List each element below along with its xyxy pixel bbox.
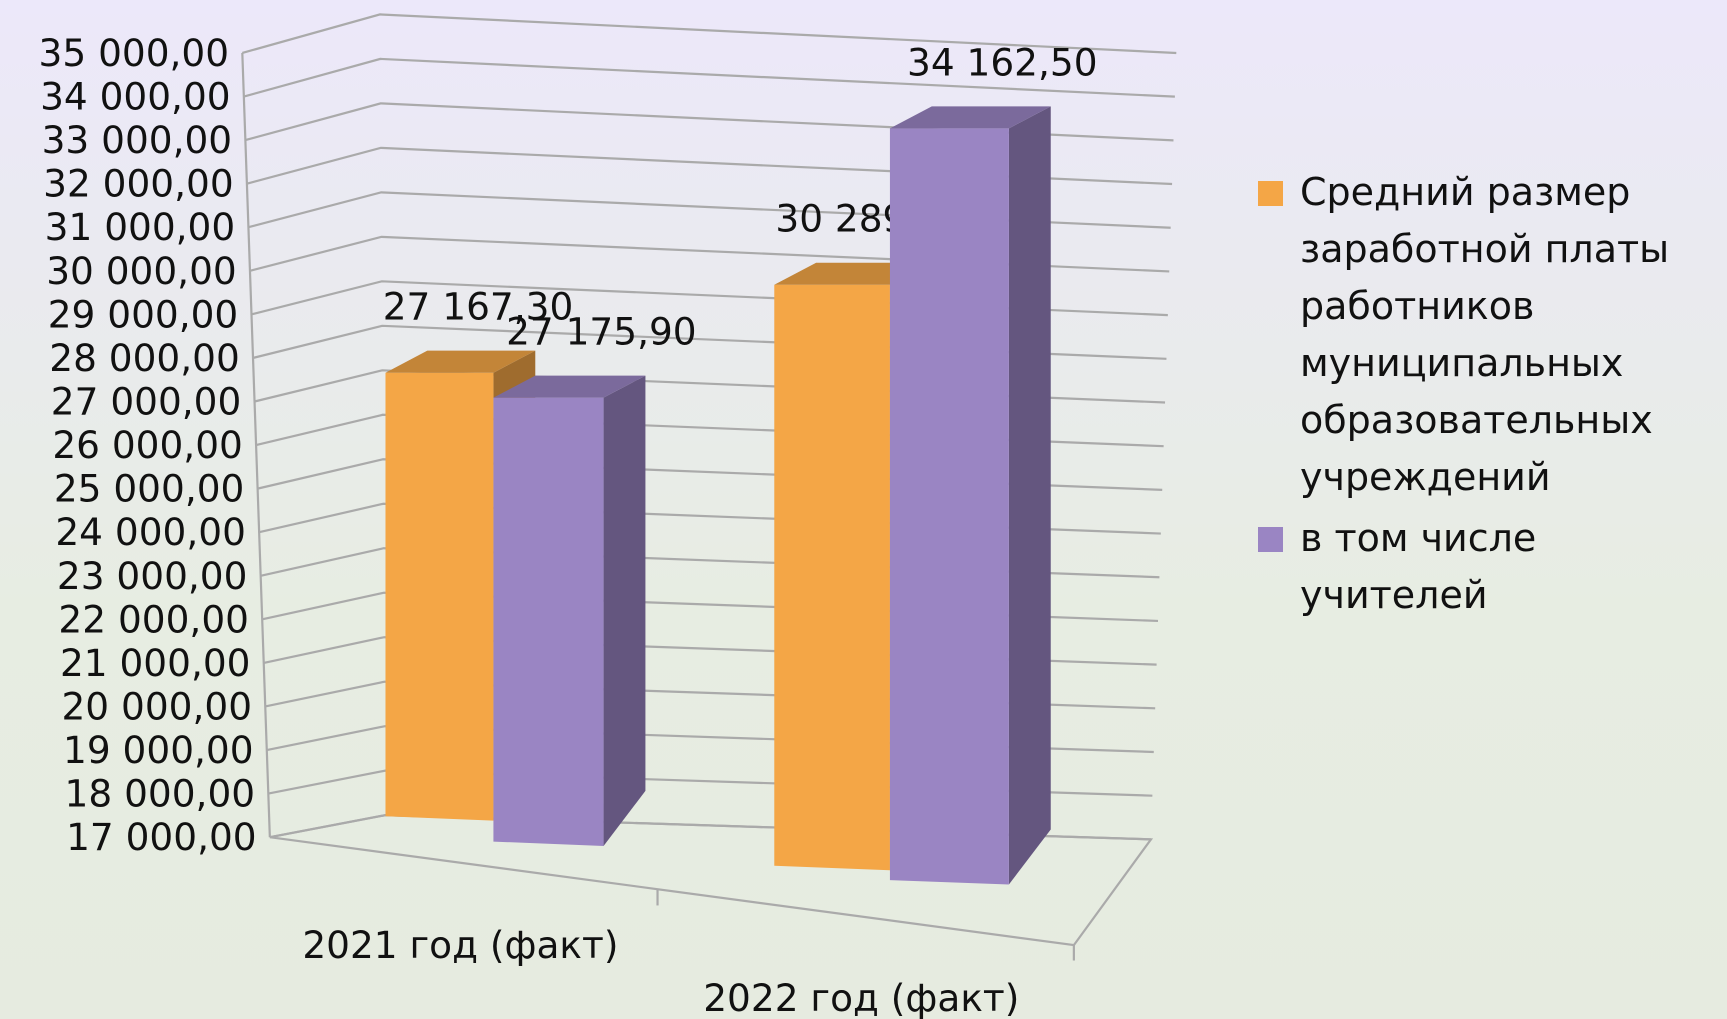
x-tick-label: 2021 год (факт) xyxy=(302,923,618,967)
y-tick-label: 30 000,00 xyxy=(46,249,237,293)
y-tick-label: 23 000,00 xyxy=(57,554,248,598)
bar-front xyxy=(774,284,890,871)
y-tick-label: 17 000,00 xyxy=(66,815,257,859)
bar-side xyxy=(1008,106,1051,885)
bar-top xyxy=(493,375,646,398)
x-tick-label: 2022 год (факт) xyxy=(703,976,1019,1019)
grid-line xyxy=(243,57,1175,98)
y-tick-label: 28 000,00 xyxy=(49,336,240,380)
legend-label: в том числе учителей xyxy=(1300,516,1537,617)
bar-front xyxy=(493,397,604,846)
y-tick-label: 26 000,00 xyxy=(52,423,243,467)
y-tick-label: 24 000,00 xyxy=(55,510,246,554)
y-tick-label: 20 000,00 xyxy=(61,684,252,728)
value-label: 34 162,50 xyxy=(907,40,1098,84)
legend-item: в том числе учителей xyxy=(1258,510,1727,624)
y-tick-label: 21 000,00 xyxy=(60,641,251,685)
y-tick-label: 29 000,00 xyxy=(48,292,239,336)
y-tick-label: 18 000,00 xyxy=(65,772,256,816)
bar-front xyxy=(385,372,494,821)
value-label: 27 167,30 xyxy=(383,285,574,329)
y-tick-label: 25 000,00 xyxy=(54,467,245,511)
y-tick-label: 22 000,00 xyxy=(58,597,249,641)
y-tick-label: 32 000,00 xyxy=(43,162,234,206)
y-tick-label: 31 000,00 xyxy=(45,205,236,249)
y-tick-label: 35 000,00 xyxy=(39,31,230,75)
y-tick-label: 34 000,00 xyxy=(40,75,231,119)
y-tick-label: 33 000,00 xyxy=(42,118,233,162)
y-tick-label: 27 000,00 xyxy=(51,380,242,424)
value-label: 27 175,90 xyxy=(506,310,697,354)
bar-front xyxy=(889,128,1009,885)
legend-swatch xyxy=(1258,181,1283,206)
grid-line xyxy=(242,13,1177,55)
legend-item: Средний размер заработной платы работник… xyxy=(1258,164,1727,506)
y-tick-label: 19 000,00 xyxy=(63,728,254,772)
legend: Средний размер заработной платы работник… xyxy=(1258,164,1727,628)
legend-swatch xyxy=(1258,527,1283,552)
bar-top xyxy=(889,106,1051,129)
legend-label: Средний размер заработной платы работник… xyxy=(1300,170,1670,499)
bar-top xyxy=(385,350,536,373)
bar-side xyxy=(603,375,646,846)
